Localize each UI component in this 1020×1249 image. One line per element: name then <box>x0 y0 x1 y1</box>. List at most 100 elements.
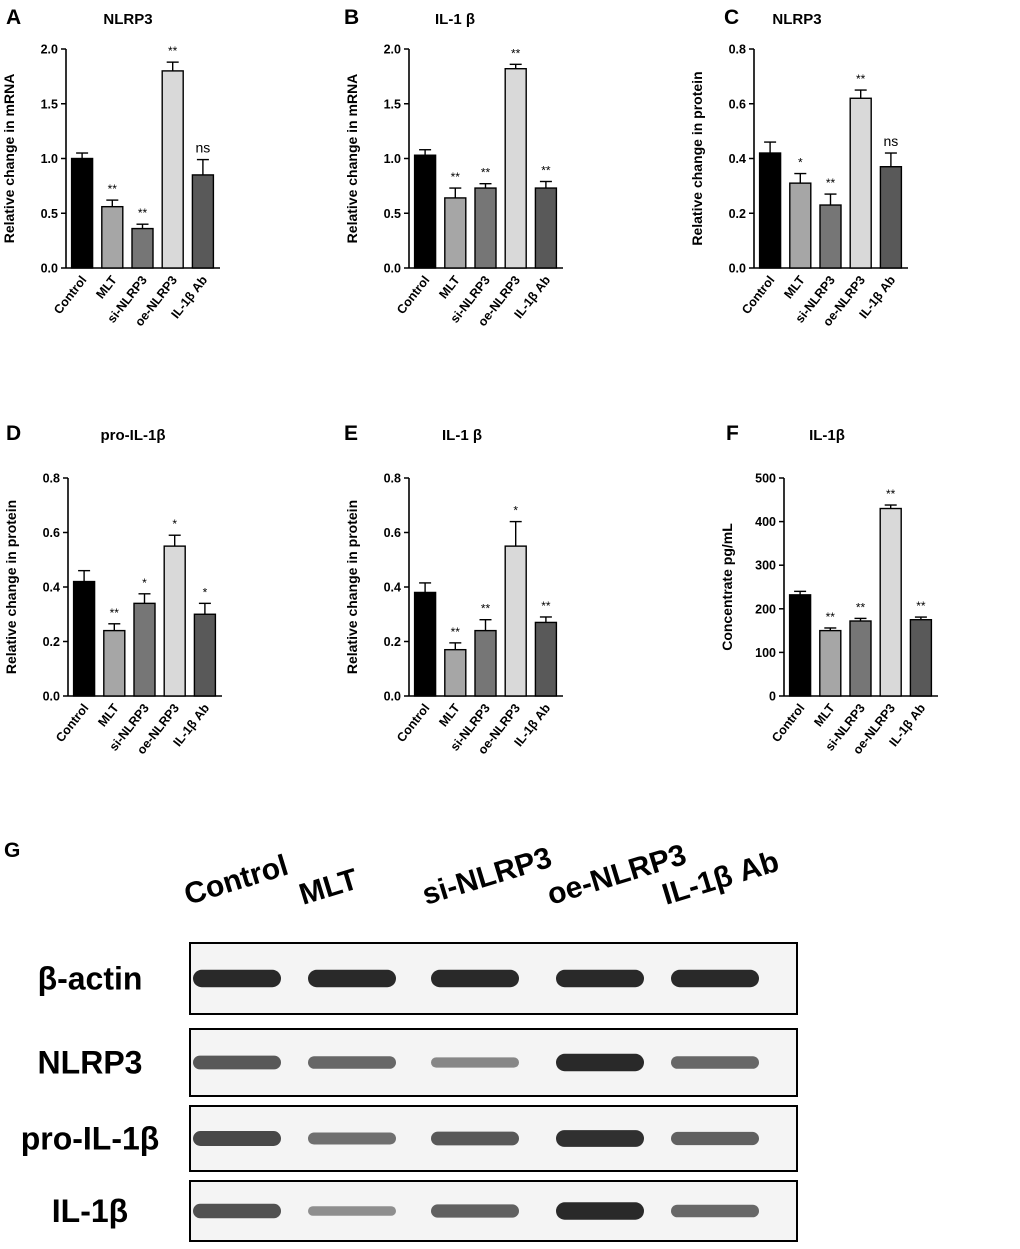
category-label: MLT <box>436 273 462 301</box>
chart-title: IL-1β <box>809 427 845 444</box>
significance-label: ** <box>451 625 461 639</box>
bar <box>193 613 217 697</box>
significance-label: ** <box>481 166 491 180</box>
bar <box>819 629 842 697</box>
blot-band <box>193 969 281 988</box>
significance-label: * <box>172 517 177 531</box>
bar <box>413 591 437 697</box>
y-axis-label: Relative change in mRNA <box>344 74 360 244</box>
bar <box>413 154 437 269</box>
y-axis-label: Concentrate pg/mL <box>719 523 735 651</box>
blot-row: pro-IL-1β <box>21 1105 798 1172</box>
panel-letter: E <box>344 422 358 445</box>
blot-band <box>431 1057 519 1068</box>
significance-label: ** <box>856 72 866 86</box>
y-tick-label: 400 <box>755 515 776 529</box>
y-tick-label: 0.8 <box>384 472 401 486</box>
chart-e: E IL-1 β 0.0 0.2 0.4 0.6 0.8 Relative change in… <box>344 422 563 757</box>
y-axis-label: Relative change in protein <box>3 500 19 674</box>
y-tick-label: 2.0 <box>41 43 58 57</box>
chart-b: B IL-1 β 0.0 0.5 1.0 1.5 2.0 Relative change in… <box>344 6 563 329</box>
y-tick-label: 0.4 <box>384 581 401 595</box>
y-tick-label: 2.0 <box>384 43 401 57</box>
significance-label: * <box>142 576 147 590</box>
bar-charts: A NLRP3 0.0 0.5 1.0 1.5 2.0 Relative change in … <box>1 6 938 757</box>
lane-label: si-NLRP3 <box>418 841 555 912</box>
y-axis-label: Relative change in protein <box>689 71 705 245</box>
blot-band <box>308 1206 396 1216</box>
y-axis-label: Relative change in mRNA <box>1 74 17 244</box>
blot-band <box>671 969 759 988</box>
significance-label: ns <box>196 140 211 156</box>
panel-letter: G <box>4 839 20 862</box>
category-label: Control <box>51 273 89 317</box>
panel-letter: F <box>726 422 739 445</box>
y-tick-label: 1.5 <box>384 97 401 111</box>
bar <box>474 629 497 697</box>
blot-band <box>671 1131 759 1146</box>
significance-label: ** <box>916 599 926 613</box>
blot-band <box>431 969 519 988</box>
significance-label: ** <box>826 176 836 190</box>
chart-title: NLRP3 <box>772 11 821 28</box>
significance-label: ** <box>541 163 551 177</box>
y-tick-label: 0.2 <box>729 207 746 221</box>
blot-row: IL-1β <box>52 1180 798 1242</box>
panel-letter: A <box>6 6 21 29</box>
y-tick-label: 0.4 <box>729 152 746 166</box>
significance-label: ** <box>826 610 836 624</box>
significance-label: ** <box>108 182 118 196</box>
bar <box>879 166 903 269</box>
blot-row: NLRP3 <box>38 1028 798 1097</box>
category-label: MLT <box>93 273 119 301</box>
bar <box>72 580 96 697</box>
y-tick-label: 0.6 <box>384 526 401 540</box>
chart-a: A NLRP3 0.0 0.5 1.0 1.5 2.0 Relative change in … <box>1 6 220 329</box>
y-tick-label: 0.0 <box>41 262 58 276</box>
blot-band <box>556 969 644 988</box>
chart-title: pro-IL-1β <box>101 427 166 444</box>
category-label: Control <box>394 273 432 317</box>
significance-label: ** <box>856 600 866 614</box>
bar <box>133 602 156 697</box>
y-tick-label: 0.0 <box>384 690 401 704</box>
chart-title: IL-1 β <box>435 11 475 28</box>
significance-label: ** <box>481 602 491 616</box>
bar <box>789 182 812 269</box>
significance-label: ** <box>168 44 178 58</box>
blot-row-label: NLRP3 <box>38 1045 143 1081</box>
y-tick-label: 0.0 <box>384 262 401 276</box>
blot-band <box>671 1056 759 1069</box>
bar <box>909 619 933 697</box>
bar <box>474 187 497 269</box>
category-label: MLT <box>95 701 121 729</box>
bar <box>504 545 527 697</box>
bar <box>131 227 154 269</box>
y-tick-label: 0.8 <box>729 43 746 57</box>
category-label: Control <box>769 701 807 745</box>
y-tick-label: 1.0 <box>384 152 401 166</box>
y-tick-label: 1.0 <box>41 152 58 166</box>
significance-label: ns <box>884 133 899 149</box>
lane-label: MLT <box>295 863 361 912</box>
blot-band <box>308 1056 396 1069</box>
y-tick-label: 500 <box>755 472 776 486</box>
bar <box>163 545 186 697</box>
y-tick-label: 0.6 <box>43 526 60 540</box>
blot-row-label: β-actin <box>38 961 143 997</box>
y-tick-label: 0.5 <box>41 207 58 221</box>
chart-title: NLRP3 <box>103 11 152 28</box>
bar <box>819 204 842 269</box>
panel-letter: C <box>724 6 739 29</box>
y-tick-label: 300 <box>755 559 776 573</box>
bar <box>444 197 467 269</box>
chart-c: C NLRP3 0.0 0.2 0.4 0.6 0.8 Relative change in … <box>689 6 908 329</box>
bar <box>788 594 812 697</box>
category-label: Control <box>394 701 432 745</box>
y-axis-label: Relative change in protein <box>344 500 360 674</box>
significance-label: ** <box>138 206 148 220</box>
bar <box>534 187 558 269</box>
y-tick-label: 0.0 <box>43 690 60 704</box>
bar <box>534 621 558 697</box>
